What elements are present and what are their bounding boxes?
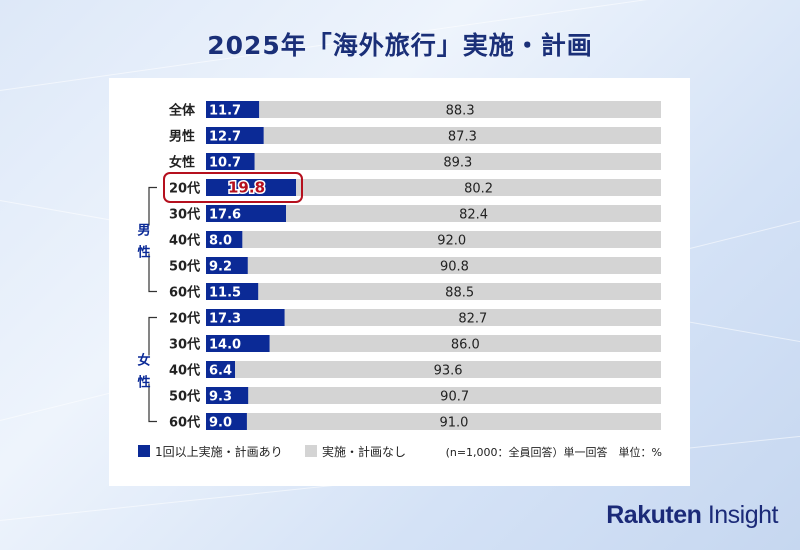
bar-not-implemented [242,231,661,248]
category-label: 男性 [169,129,195,145]
bar-not-implemented [247,257,662,274]
bar-implemented [206,231,243,248]
value-label-not-implemented: 90.7 [440,390,469,405]
category-label: 20代 [169,181,200,197]
male-group-label: 男性 [137,224,150,261]
value-label-not-implemented: 91.0 [439,416,468,431]
bar-not-implemented [286,205,661,222]
category-label: 50代 [169,259,200,275]
brand-bold: Rakuten [606,501,702,529]
bar-not-implemented [263,127,661,144]
bar-not-implemented [235,361,661,378]
category-label: 20代 [169,311,200,327]
value-label-not-implemented: 88.3 [446,104,475,119]
value-label-implemented: 10.7 [209,156,241,171]
value-label-not-implemented: 87.3 [448,130,477,145]
bar-implemented [206,205,287,222]
value-label-not-implemented: 93.6 [434,364,463,379]
female-group-gap [137,355,151,384]
category-label: 40代 [169,233,200,249]
category-label: 全体 [168,103,196,119]
bar-not-implemented [259,101,661,118]
bar-implemented [206,361,236,378]
value-label-not-implemented: 88.5 [445,286,474,301]
bar-not-implemented [269,335,661,352]
value-label-implemented: 17.6 [209,208,241,223]
value-label-implemented: 9.3 [209,390,232,405]
value-label-implemented: 19.8 [228,179,265,197]
bar-implemented [206,283,259,300]
female-group-label: 女性 [137,353,150,391]
bar-implemented [206,387,249,404]
chart-card: 全体 11.7 88.3 男性 12.7 87.3 女性 10.7 89.3 20代 19.8 80.… [109,78,690,486]
bar-not-implemented [254,153,661,170]
legend-swatch-not-implemented [305,445,317,457]
value-label-not-implemented: 82.4 [459,208,488,223]
highlight-frame [163,172,303,203]
category-label: 50代 [169,389,200,405]
value-label-implemented: 9.0 [209,416,232,431]
male-group-gap [137,225,151,254]
bar-not-implemented [248,387,661,404]
bar-implemented [206,257,248,274]
value-label-implemented: 17.3 [209,312,241,327]
legend-label-not-implemented: 実施・計画なし [322,444,406,459]
value-label-implemented: 11.7 [209,104,241,119]
category-label: 60代 [169,285,200,301]
category-label: 40代 [169,363,200,379]
value-label-implemented: 9.2 [209,260,232,275]
legend-swatch-implemented [138,445,150,457]
value-label-implemented: 6.4 [209,364,232,379]
bar-implemented [206,127,264,144]
value-label-not-implemented: 80.2 [464,182,493,197]
brand-light: Insight [701,501,779,529]
bar-implemented [206,335,270,352]
value-label-not-implemented: 82.7 [458,312,487,327]
value-label-implemented: 14.0 [209,338,241,353]
chart-title: 2025年「海外旅行」実施・計画 [207,31,593,60]
category-label: 30代 [169,337,200,353]
value-label-implemented: 11.5 [209,286,241,301]
bar-not-implemented [246,413,661,430]
bar-implemented [206,179,297,196]
bar-implemented [206,413,247,430]
bar-not-implemented [284,309,661,326]
category-label: 60代 [169,415,200,431]
value-label-not-implemented: 92.0 [437,234,466,249]
value-label-not-implemented: 90.8 [440,260,469,275]
bar-not-implemented [258,283,661,300]
brand-logo: Rakuten Insight [606,501,778,530]
bar-not-implemented [296,179,661,196]
bar-implemented [206,153,255,170]
category-label: 女性 [169,155,195,171]
value-label-implemented: 12.7 [209,130,241,145]
value-label-implemented: 8.0 [209,234,232,249]
bar-implemented [206,309,285,326]
value-label-not-implemented: 86.0 [451,338,480,353]
category-label: 30代 [169,207,200,223]
bar-chart: 全体 11.7 88.3 男性 12.7 87.3 女性 10.7 89.3 20代 19.8 80.… [137,101,662,459]
note: (n=1,000：全員回答）単一回答 単位：% [446,445,662,459]
bar-implemented [206,101,260,118]
value-label-not-implemented: 89.3 [443,156,472,171]
legend-label-implemented: 1回以上実施・計画あり [155,444,283,459]
